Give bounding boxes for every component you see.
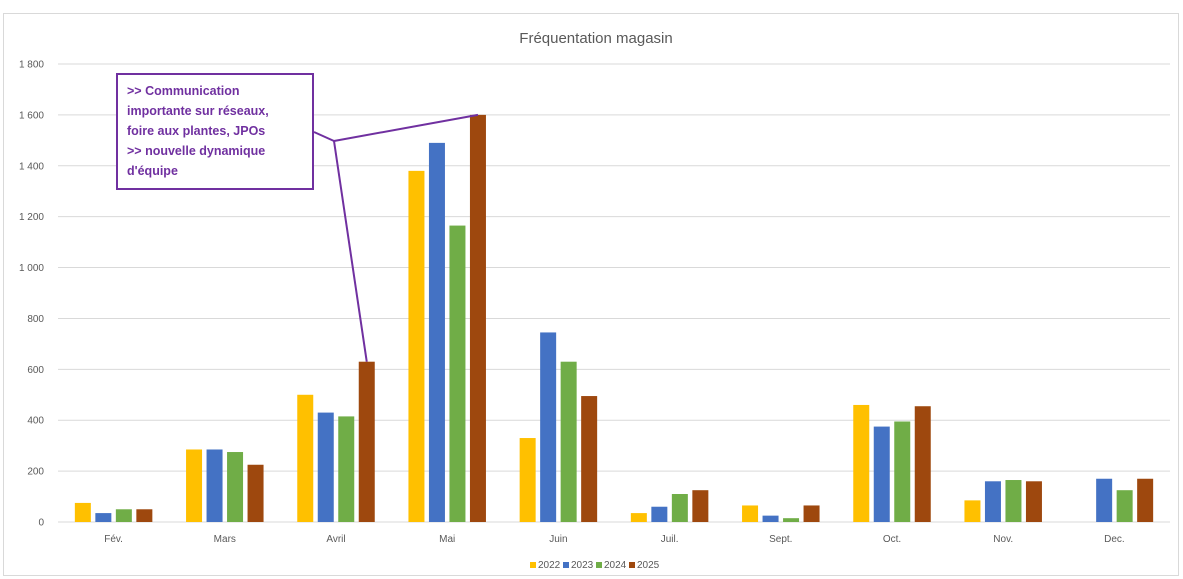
annotation-leader-lines xyxy=(313,113,479,362)
callout-line xyxy=(333,140,368,362)
bars xyxy=(74,114,1154,523)
bar-2025 xyxy=(1137,478,1154,522)
bar-2025 xyxy=(692,490,709,522)
callout-line xyxy=(313,131,335,142)
legend-swatch xyxy=(530,562,536,568)
bar-2022 xyxy=(742,505,759,522)
annotation-line: d'équipe xyxy=(127,164,178,178)
y-tick-label: 1 600 xyxy=(19,110,44,121)
bar-2024 xyxy=(227,452,244,522)
bar-2022 xyxy=(74,502,91,522)
bar-2024 xyxy=(1005,480,1022,522)
bar-2023 xyxy=(984,481,1001,522)
bar-2025 xyxy=(803,505,820,522)
x-axis-ticks: Fév. Mars Avril Mai Juin Juil. Sept. Oct. Nov. De… xyxy=(104,534,1124,545)
y-tick-label: 1 200 xyxy=(19,212,44,223)
bar-2024 xyxy=(560,361,577,522)
y-tick-label: 400 xyxy=(27,416,44,427)
legend: 2022 2023 2024 2025 xyxy=(530,560,660,571)
legend-label: 2025 xyxy=(637,560,660,571)
legend-label: 2022 xyxy=(538,560,561,571)
annotation-line: >> nouvelle dynamique xyxy=(127,144,266,158)
x-tick-label: Avril xyxy=(326,534,345,545)
bar-2022 xyxy=(853,404,870,522)
bar-2025 xyxy=(358,361,375,522)
y-axis-ticks: 0 200 400 600 800 1 000 1 200 1 400 1 600 1 800 xyxy=(19,60,44,529)
bar-2024 xyxy=(1116,490,1133,522)
bar-2025 xyxy=(136,509,153,522)
x-tick-label: Sept. xyxy=(769,534,792,545)
chart-frame xyxy=(3,13,1179,576)
bar-2024 xyxy=(671,494,688,522)
x-tick-label: Juil. xyxy=(661,534,679,545)
legend-swatch xyxy=(596,562,602,568)
callout-line xyxy=(333,113,479,142)
annotation-line: importante sur réseaux, xyxy=(127,104,269,118)
bar-2024 xyxy=(894,421,911,522)
bar-2023 xyxy=(873,426,890,522)
legend-swatch xyxy=(629,562,635,568)
annotation-line: >> Communication xyxy=(127,84,240,98)
bar-2023 xyxy=(651,506,668,522)
chart-title: Fréquentation magasin xyxy=(519,30,672,47)
y-tick-label: 600 xyxy=(27,365,44,376)
bar-2022 xyxy=(408,170,425,522)
x-tick-label: Mars xyxy=(214,534,236,545)
bar-2022 xyxy=(297,394,314,522)
bar-2023 xyxy=(428,142,445,522)
y-tick-label: 1 800 xyxy=(19,60,44,71)
bar-2024 xyxy=(449,225,466,523)
legend-label: 2024 xyxy=(604,560,627,571)
annotation-line: foire aux plantes, JPOs xyxy=(127,124,266,138)
bar-2023 xyxy=(317,412,334,522)
x-tick-label: Oct. xyxy=(883,534,901,545)
x-tick-label: Fév. xyxy=(104,534,123,545)
y-tick-label: 200 xyxy=(27,467,44,478)
annotation-box: >> Communication importante sur réseaux,… xyxy=(116,73,314,190)
bar-2023 xyxy=(95,513,112,522)
y-tick-label: 1 000 xyxy=(19,263,44,274)
legend-swatch xyxy=(563,562,569,568)
bar-2025 xyxy=(469,114,486,522)
bar-2022 xyxy=(964,500,981,522)
bar-2024 xyxy=(783,518,800,522)
x-tick-label: Dec. xyxy=(1104,534,1125,545)
bar-2023 xyxy=(762,515,779,522)
bar-2025 xyxy=(581,396,598,522)
bar-2022 xyxy=(630,513,647,522)
bar-2024 xyxy=(338,416,355,522)
y-tick-label: 1 400 xyxy=(19,161,44,172)
y-tick-label: 800 xyxy=(27,314,44,325)
bar-2022 xyxy=(519,438,536,522)
y-tick-label: 0 xyxy=(38,518,44,529)
legend-label: 2023 xyxy=(571,560,594,571)
x-tick-label: Nov. xyxy=(993,534,1013,545)
bar-2025 xyxy=(1025,481,1042,522)
bar-2022 xyxy=(186,449,203,522)
bar-2023 xyxy=(206,449,223,522)
bar-2023 xyxy=(540,332,557,522)
x-tick-label: Juin xyxy=(549,534,567,545)
bar-2023 xyxy=(1096,478,1113,522)
bar-2025 xyxy=(247,464,264,522)
bar-2025 xyxy=(914,406,931,522)
bar-2024 xyxy=(115,509,132,522)
x-tick-label: Mai xyxy=(439,534,455,545)
